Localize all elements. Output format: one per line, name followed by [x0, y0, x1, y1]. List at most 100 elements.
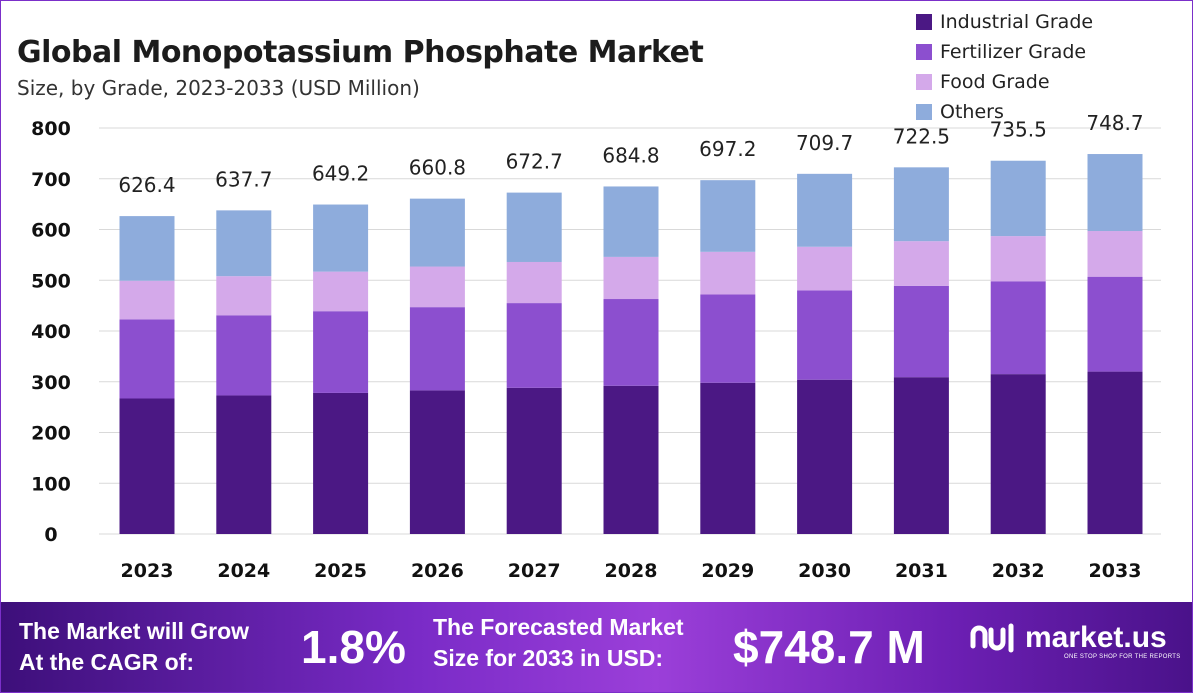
- bar-food-2029: [700, 251, 756, 295]
- legend-item-industrial: Industrial Grade: [916, 7, 1093, 37]
- bar-others-2031: [893, 167, 949, 242]
- summary-banner: The Market will Grow At the CAGR of: 1.8…: [1, 602, 1192, 692]
- total-label-2023: 626.4: [118, 173, 175, 197]
- bar-fertilizer-2031: [893, 285, 949, 378]
- bar-others-2029: [700, 180, 756, 252]
- total-label-2032: 735.5: [990, 118, 1047, 142]
- total-label-2027: 672.7: [506, 150, 563, 174]
- legend-label-food: Food Grade: [940, 71, 1050, 93]
- legend-item-others: Others: [916, 97, 1093, 127]
- bar-others-2026: [409, 198, 465, 267]
- bar-others-2032: [990, 160, 1046, 237]
- bar-food-2033: [1087, 231, 1143, 277]
- total-label-2029: 697.2: [699, 137, 756, 161]
- cagr-caption-line2: At the CAGR of:: [19, 649, 195, 675]
- cagr-caption-line1: The Market will Grow: [19, 618, 250, 644]
- bar-others-2028: [603, 186, 659, 257]
- legend-item-fertilizer: Fertilizer Grade: [916, 37, 1093, 67]
- bar-industrial-2032: [990, 374, 1046, 534]
- total-label-2033: 748.7: [1086, 111, 1143, 135]
- total-label-2025: 649.2: [312, 162, 369, 186]
- bar-fertilizer-2024: [216, 315, 272, 396]
- bar-food-2024: [216, 276, 272, 316]
- bar-food-2027: [506, 261, 562, 304]
- bar-food-2028: [603, 256, 659, 300]
- x-tick-label-2023: 2023: [121, 560, 174, 582]
- total-label-2028: 684.8: [602, 143, 659, 167]
- y-tick-label-600: 600: [31, 220, 71, 242]
- bar-fertilizer-2027: [506, 303, 562, 388]
- y-tick-label-700: 700: [31, 169, 71, 191]
- cagr-value: 1.8%: [301, 621, 406, 673]
- brand-name: market.us: [1025, 621, 1167, 654]
- bar-fertilizer-2028: [603, 299, 659, 386]
- forecast-caption-line1: The Forecasted Market: [433, 614, 684, 640]
- bar-industrial-2024: [216, 395, 272, 534]
- x-tick-label-2033: 2033: [1089, 560, 1142, 582]
- bar-food-2023: [119, 280, 175, 320]
- chart-subtitle: Size, by Grade, 2023-2033 (USD Million): [17, 76, 420, 100]
- x-tick-label-2026: 2026: [411, 560, 464, 582]
- bar-industrial-2029: [700, 382, 756, 534]
- bar-industrial-2033: [1087, 371, 1143, 534]
- legend-label-industrial: Industrial Grade: [940, 11, 1094, 33]
- legend-swatch-food: [916, 74, 932, 90]
- legend-item-food: Food Grade: [916, 67, 1093, 97]
- forecast-caption-line2: Size for 2033 in USD:: [433, 645, 664, 671]
- y-tick-label-800: 800: [31, 118, 71, 140]
- bar-industrial-2030: [797, 379, 853, 534]
- bar-food-2030: [797, 246, 853, 291]
- cagr-caption: The Market will Grow At the CAGR of:: [19, 616, 249, 678]
- x-tick-label-2028: 2028: [605, 560, 658, 582]
- total-label-2031: 722.5: [893, 124, 950, 148]
- y-tick-label-0: 0: [44, 524, 57, 546]
- bar-industrial-2023: [119, 398, 175, 534]
- bar-industrial-2027: [506, 387, 562, 534]
- bar-chart: 0 100 200 300 400 500 600 700 800 626.4 2023 637.7 2…: [31, 111, 1161, 582]
- bar-fertilizer-2029: [700, 294, 756, 383]
- bar-industrial-2028: [603, 385, 659, 534]
- forecast-caption: The Forecasted Market Size for 2033 in U…: [433, 612, 684, 674]
- legend-label-others: Others: [940, 101, 1004, 123]
- bar-food-2031: [893, 241, 949, 286]
- y-tick-label-200: 200: [31, 423, 71, 445]
- bar-fertilizer-2023: [119, 319, 175, 399]
- bar-industrial-2026: [409, 390, 465, 534]
- legend-swatch-industrial: [916, 14, 932, 30]
- total-label-2030: 709.7: [796, 131, 853, 155]
- brand-logo: market.us: [969, 620, 1167, 656]
- brand-mark-icon: [970, 623, 1014, 653]
- bar-others-2033: [1087, 154, 1143, 232]
- x-tick-label-2032: 2032: [992, 560, 1045, 582]
- forecast-value: $748.7 M: [733, 621, 925, 673]
- bar-fertilizer-2033: [1087, 276, 1143, 372]
- bar-others-2030: [797, 173, 853, 247]
- bar-others-2024: [216, 210, 272, 277]
- legend-swatch-others: [916, 104, 932, 120]
- x-tick-label-2031: 2031: [895, 560, 948, 582]
- bar-others-2027: [506, 192, 562, 262]
- y-tick-label-400: 400: [31, 321, 71, 343]
- bar-others-2025: [313, 204, 369, 272]
- bar-fertilizer-2030: [797, 290, 853, 380]
- x-tick-label-2029: 2029: [701, 560, 754, 582]
- chart-title: Global Monopotassium Phosphate Market: [17, 35, 704, 70]
- bar-fertilizer-2026: [409, 307, 465, 391]
- total-label-2026: 660.8: [409, 156, 466, 180]
- x-tick-label-2030: 2030: [798, 560, 851, 582]
- y-tick-label-100: 100: [31, 473, 71, 495]
- legend-label-fertilizer: Fertilizer Grade: [940, 41, 1087, 63]
- bar-industrial-2025: [313, 392, 369, 534]
- total-label-2024: 637.7: [215, 167, 272, 191]
- legend: Industrial Grade Fertilizer Grade Food G…: [916, 7, 1093, 127]
- brand-tagline: ONE STOP SHOP FOR THE REPORTS: [1064, 654, 1181, 660]
- bar-food-2032: [990, 236, 1046, 282]
- bar-fertilizer-2025: [313, 311, 369, 393]
- legend-swatch-fertilizer: [916, 44, 932, 60]
- bar-industrial-2031: [893, 377, 949, 534]
- bar-food-2026: [409, 266, 465, 308]
- y-tick-label-300: 300: [31, 372, 71, 394]
- bar-food-2025: [313, 271, 369, 312]
- x-tick-label-2025: 2025: [314, 560, 367, 582]
